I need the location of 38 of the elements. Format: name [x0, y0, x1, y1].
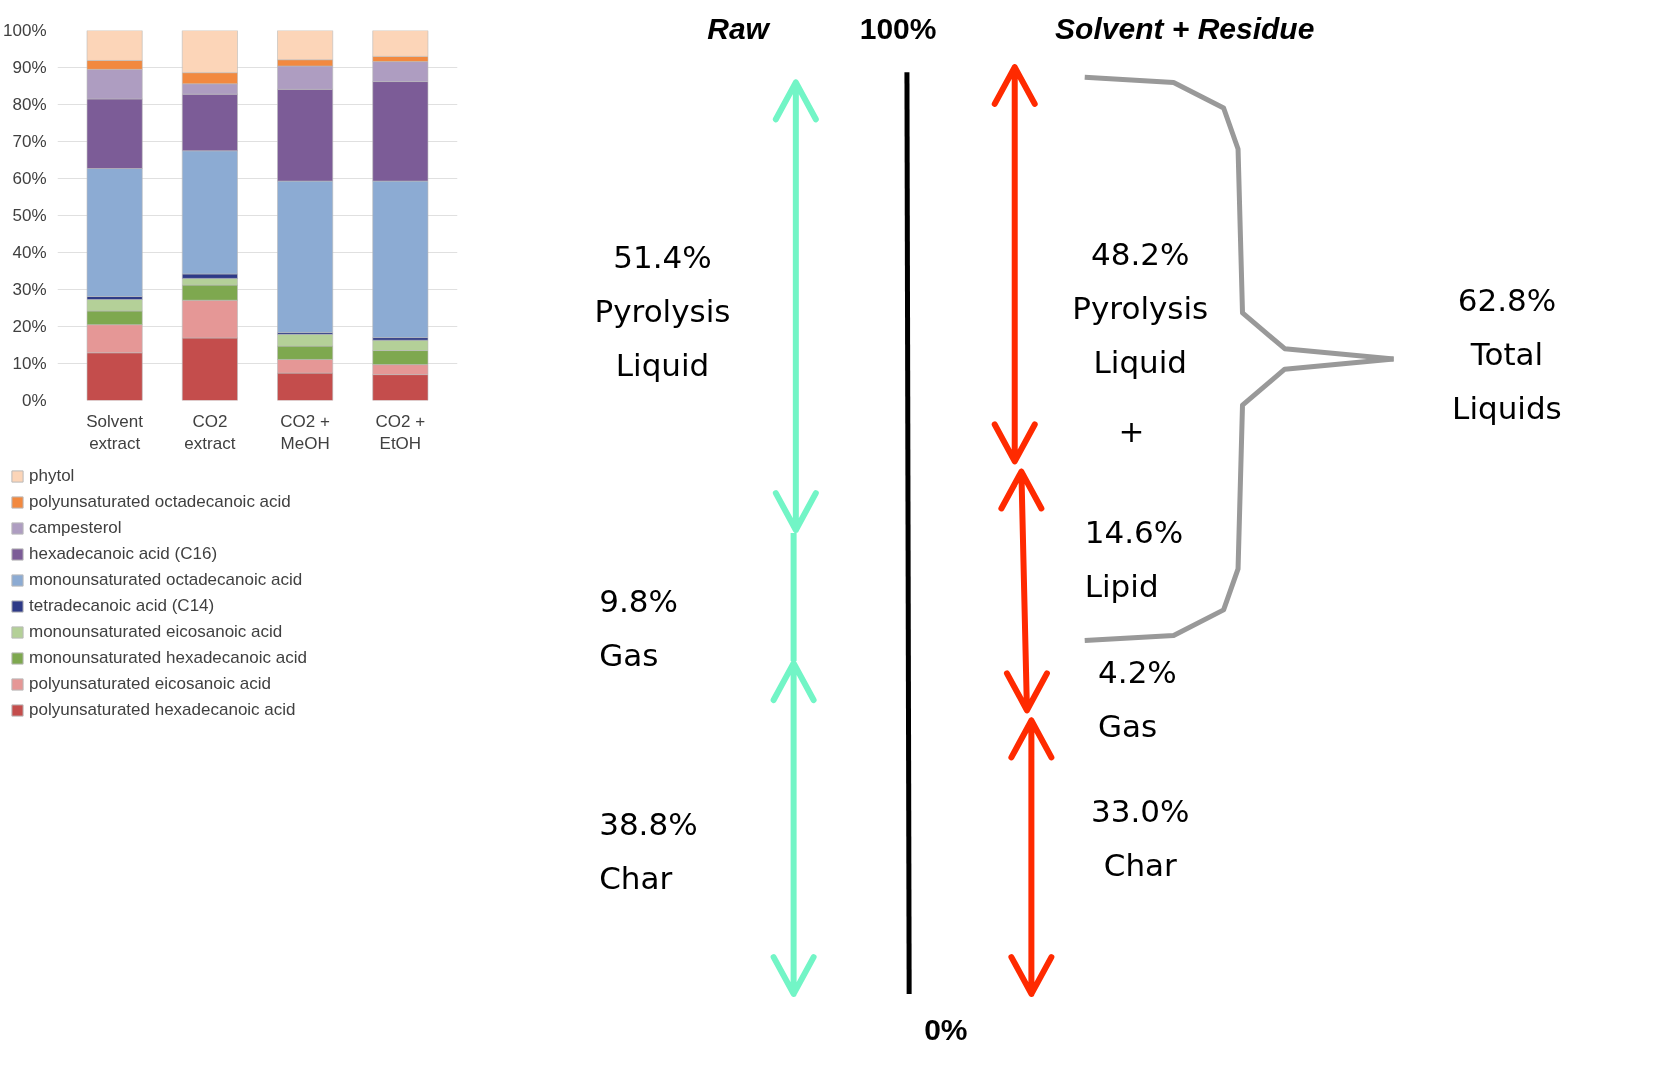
y-tick-label: 10%	[12, 354, 47, 373]
y-tick-label: 90%	[12, 58, 47, 77]
y-tick-label: 20%	[12, 317, 47, 336]
y-tick-label: 60%	[12, 169, 47, 188]
legend-label: hexadecanoic acid (C16)	[29, 544, 218, 564]
y-tick-label: 50%	[12, 206, 47, 225]
y-tick-label: 100%	[3, 21, 47, 40]
text: 48.2% Pyrolysis Liquid	[1072, 235, 1209, 380]
legend-label: phytol	[29, 466, 75, 486]
y-tick-label: 40%	[12, 243, 47, 262]
legend-label: campesterol	[29, 518, 122, 538]
text: 62.8% Total Liquids	[1452, 281, 1562, 426]
text: 51.4% Pyrolysis Liquid	[594, 238, 731, 383]
x-tick-label: CO2 + EtOH	[375, 411, 426, 454]
text: +	[1118, 412, 1145, 449]
text: Solvent + Residue	[1055, 11, 1315, 45]
y-tick-label: 80%	[12, 95, 47, 114]
text: 100%	[859, 11, 937, 45]
legend-label: tetradecanoic acid (C14)	[29, 596, 215, 616]
legend-label: polyunsaturated hexadecanoic acid	[29, 700, 296, 720]
text: 14.6% Lipid	[1084, 513, 1184, 604]
y-tick-label: 0%	[21, 391, 47, 410]
text: 38.8% Char	[599, 805, 698, 896]
x-tick-label: CO2 + MeOH	[280, 411, 330, 454]
legend-label: polyunsaturated octadecanoic acid	[29, 492, 291, 512]
x-tick-label: Solvent extract	[86, 411, 144, 454]
text: 0%	[924, 1013, 968, 1047]
legend-label: monounsaturated octadecanoic acid	[29, 570, 303, 590]
text: 33.0% Char	[1091, 793, 1190, 884]
legend-label: polyunsaturated eicosanoic acid	[29, 674, 271, 694]
legend-label: monounsaturated eicosanoic acid	[29, 622, 283, 642]
text: 9.8% Gas	[599, 583, 678, 674]
y-tick-label: 30%	[12, 280, 47, 299]
text: Raw	[707, 11, 771, 45]
y-tick-label: 70%	[12, 132, 47, 151]
legend-label: monounsaturated hexadecanoic acid	[29, 648, 307, 668]
text: 4.2% Gas	[1098, 653, 1177, 744]
x-tick-label: CO2 extract	[184, 411, 236, 454]
